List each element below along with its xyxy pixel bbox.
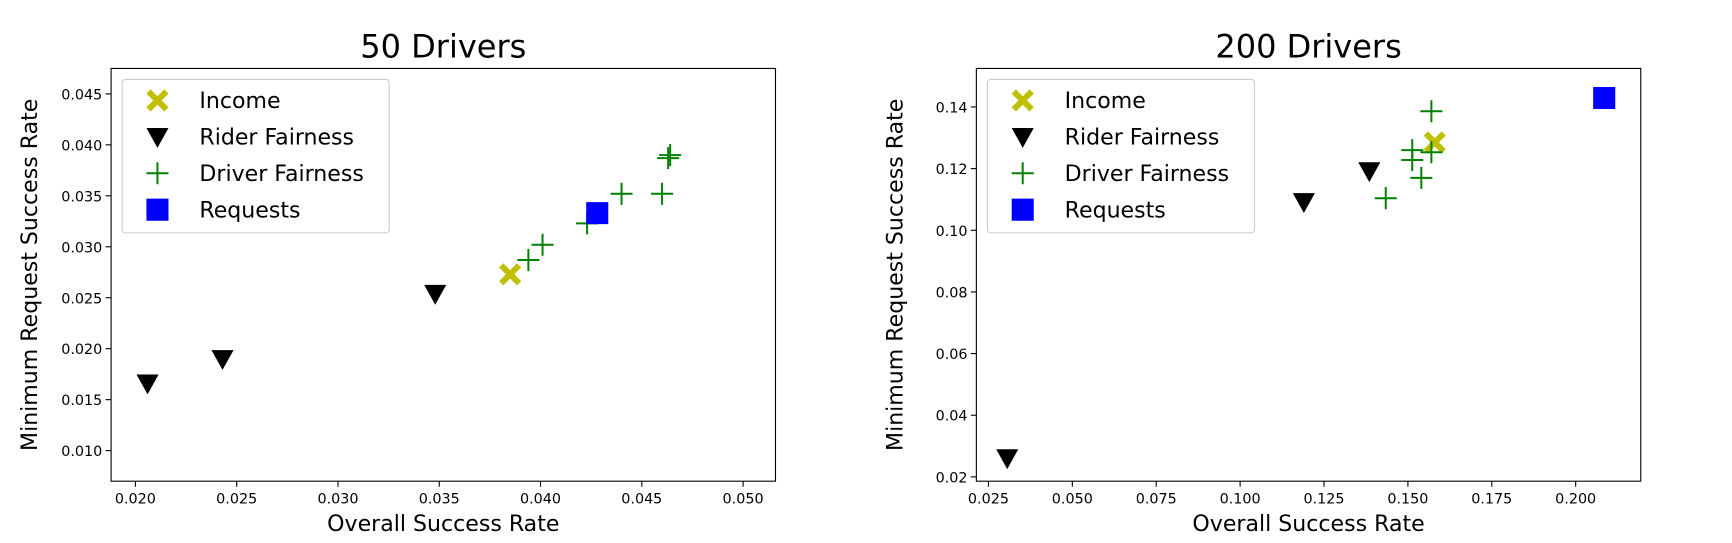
x-tick-label: 0.020 [115, 491, 156, 507]
point [996, 449, 1019, 470]
point [1401, 148, 1424, 172]
point [1358, 162, 1381, 183]
y-tick-label: 0.015 [61, 393, 102, 409]
point [657, 147, 680, 170]
point [1423, 131, 1446, 154]
legend-label: Requests [1065, 198, 1166, 223]
x-tick-label: 0.040 [520, 491, 561, 507]
point [1420, 100, 1443, 123]
legend-label: Income [1065, 89, 1146, 114]
y-tick-label: 0.030 [61, 240, 102, 256]
x-tick-label: 0.025 [216, 491, 257, 507]
legend-marker [146, 162, 169, 185]
point [517, 248, 540, 272]
y-tick-label: 0.12 [936, 162, 968, 178]
legend-marker [1011, 128, 1034, 148]
y-tick-label: 0.08 [936, 285, 968, 301]
plot-area [136, 144, 682, 395]
point [586, 202, 609, 225]
x-tick-label: 0.045 [621, 491, 662, 507]
y-tick-label: 0.010 [61, 444, 102, 460]
x-tick-label: 0.200 [1555, 491, 1596, 507]
y-tick-label: 0.04 [936, 409, 968, 425]
legend-marker [146, 128, 169, 148]
y-tick-label: 0.06 [936, 347, 968, 363]
point [424, 284, 447, 305]
x-tick-label: 0.150 [1387, 491, 1428, 507]
chart-title: 200 Drivers [1215, 27, 1401, 65]
x-tick-label: 0.175 [1471, 491, 1512, 507]
x-axis-label: Overall Success Rate [327, 512, 559, 537]
legend-label: Income [199, 89, 280, 114]
plot-frame [110, 67, 777, 482]
x-axis-label: Overall Success Rate [1192, 512, 1424, 537]
y-tick-label: 0.10 [936, 224, 968, 240]
legend-marker [1011, 162, 1034, 185]
y-tick-label: 0.14 [936, 100, 968, 116]
y-axis-label: Minimum Request Success Rate [883, 99, 908, 451]
point [651, 182, 674, 205]
point [1593, 86, 1616, 110]
legend-marker [1011, 89, 1034, 112]
x-tick-label: 0.100 [1220, 491, 1261, 507]
legend-marker [1011, 198, 1034, 221]
point [1374, 187, 1397, 210]
y-tick-label: 0.025 [61, 291, 102, 307]
plot-area [996, 86, 1616, 470]
legend-label: Driver Fairness [199, 162, 363, 187]
legend-label: Rider Fairness [1065, 126, 1220, 151]
point [1420, 141, 1443, 164]
plot-frame [975, 67, 1642, 482]
y-tick-label: 0.040 [61, 138, 102, 154]
point [531, 233, 554, 256]
legend-box [986, 78, 1256, 234]
x-tick-label: 0.025 [968, 491, 1009, 507]
point [136, 374, 159, 395]
point [1292, 193, 1315, 213]
point [211, 350, 234, 370]
y-tick-label: 0.02 [936, 470, 968, 486]
y-tick-label: 0.045 [61, 87, 102, 103]
point [499, 263, 522, 286]
legend-box [121, 78, 390, 234]
x-tick-label: 0.075 [1136, 491, 1177, 507]
point [659, 144, 682, 167]
legend-label: Driver Fairness [1065, 162, 1229, 187]
point [610, 182, 633, 205]
legend-marker [146, 198, 169, 221]
x-tick-label: 0.125 [1303, 491, 1344, 507]
x-tick-label: 0.035 [419, 491, 460, 507]
x-tick-label: 0.050 [1052, 491, 1093, 507]
y-tick-label: 0.020 [61, 342, 102, 358]
legend-marker [146, 89, 169, 112]
x-tick-label: 0.050 [723, 491, 764, 507]
point [1410, 166, 1433, 189]
x-tick-label: 0.030 [317, 491, 358, 507]
legend-label: Requests [199, 198, 300, 223]
chart-title: 50 Drivers [360, 27, 526, 65]
y-axis-label: Minimum Request Success Rate [18, 99, 43, 451]
legend-label: Rider Fairness [199, 126, 354, 151]
y-tick-label: 0.035 [61, 189, 102, 205]
